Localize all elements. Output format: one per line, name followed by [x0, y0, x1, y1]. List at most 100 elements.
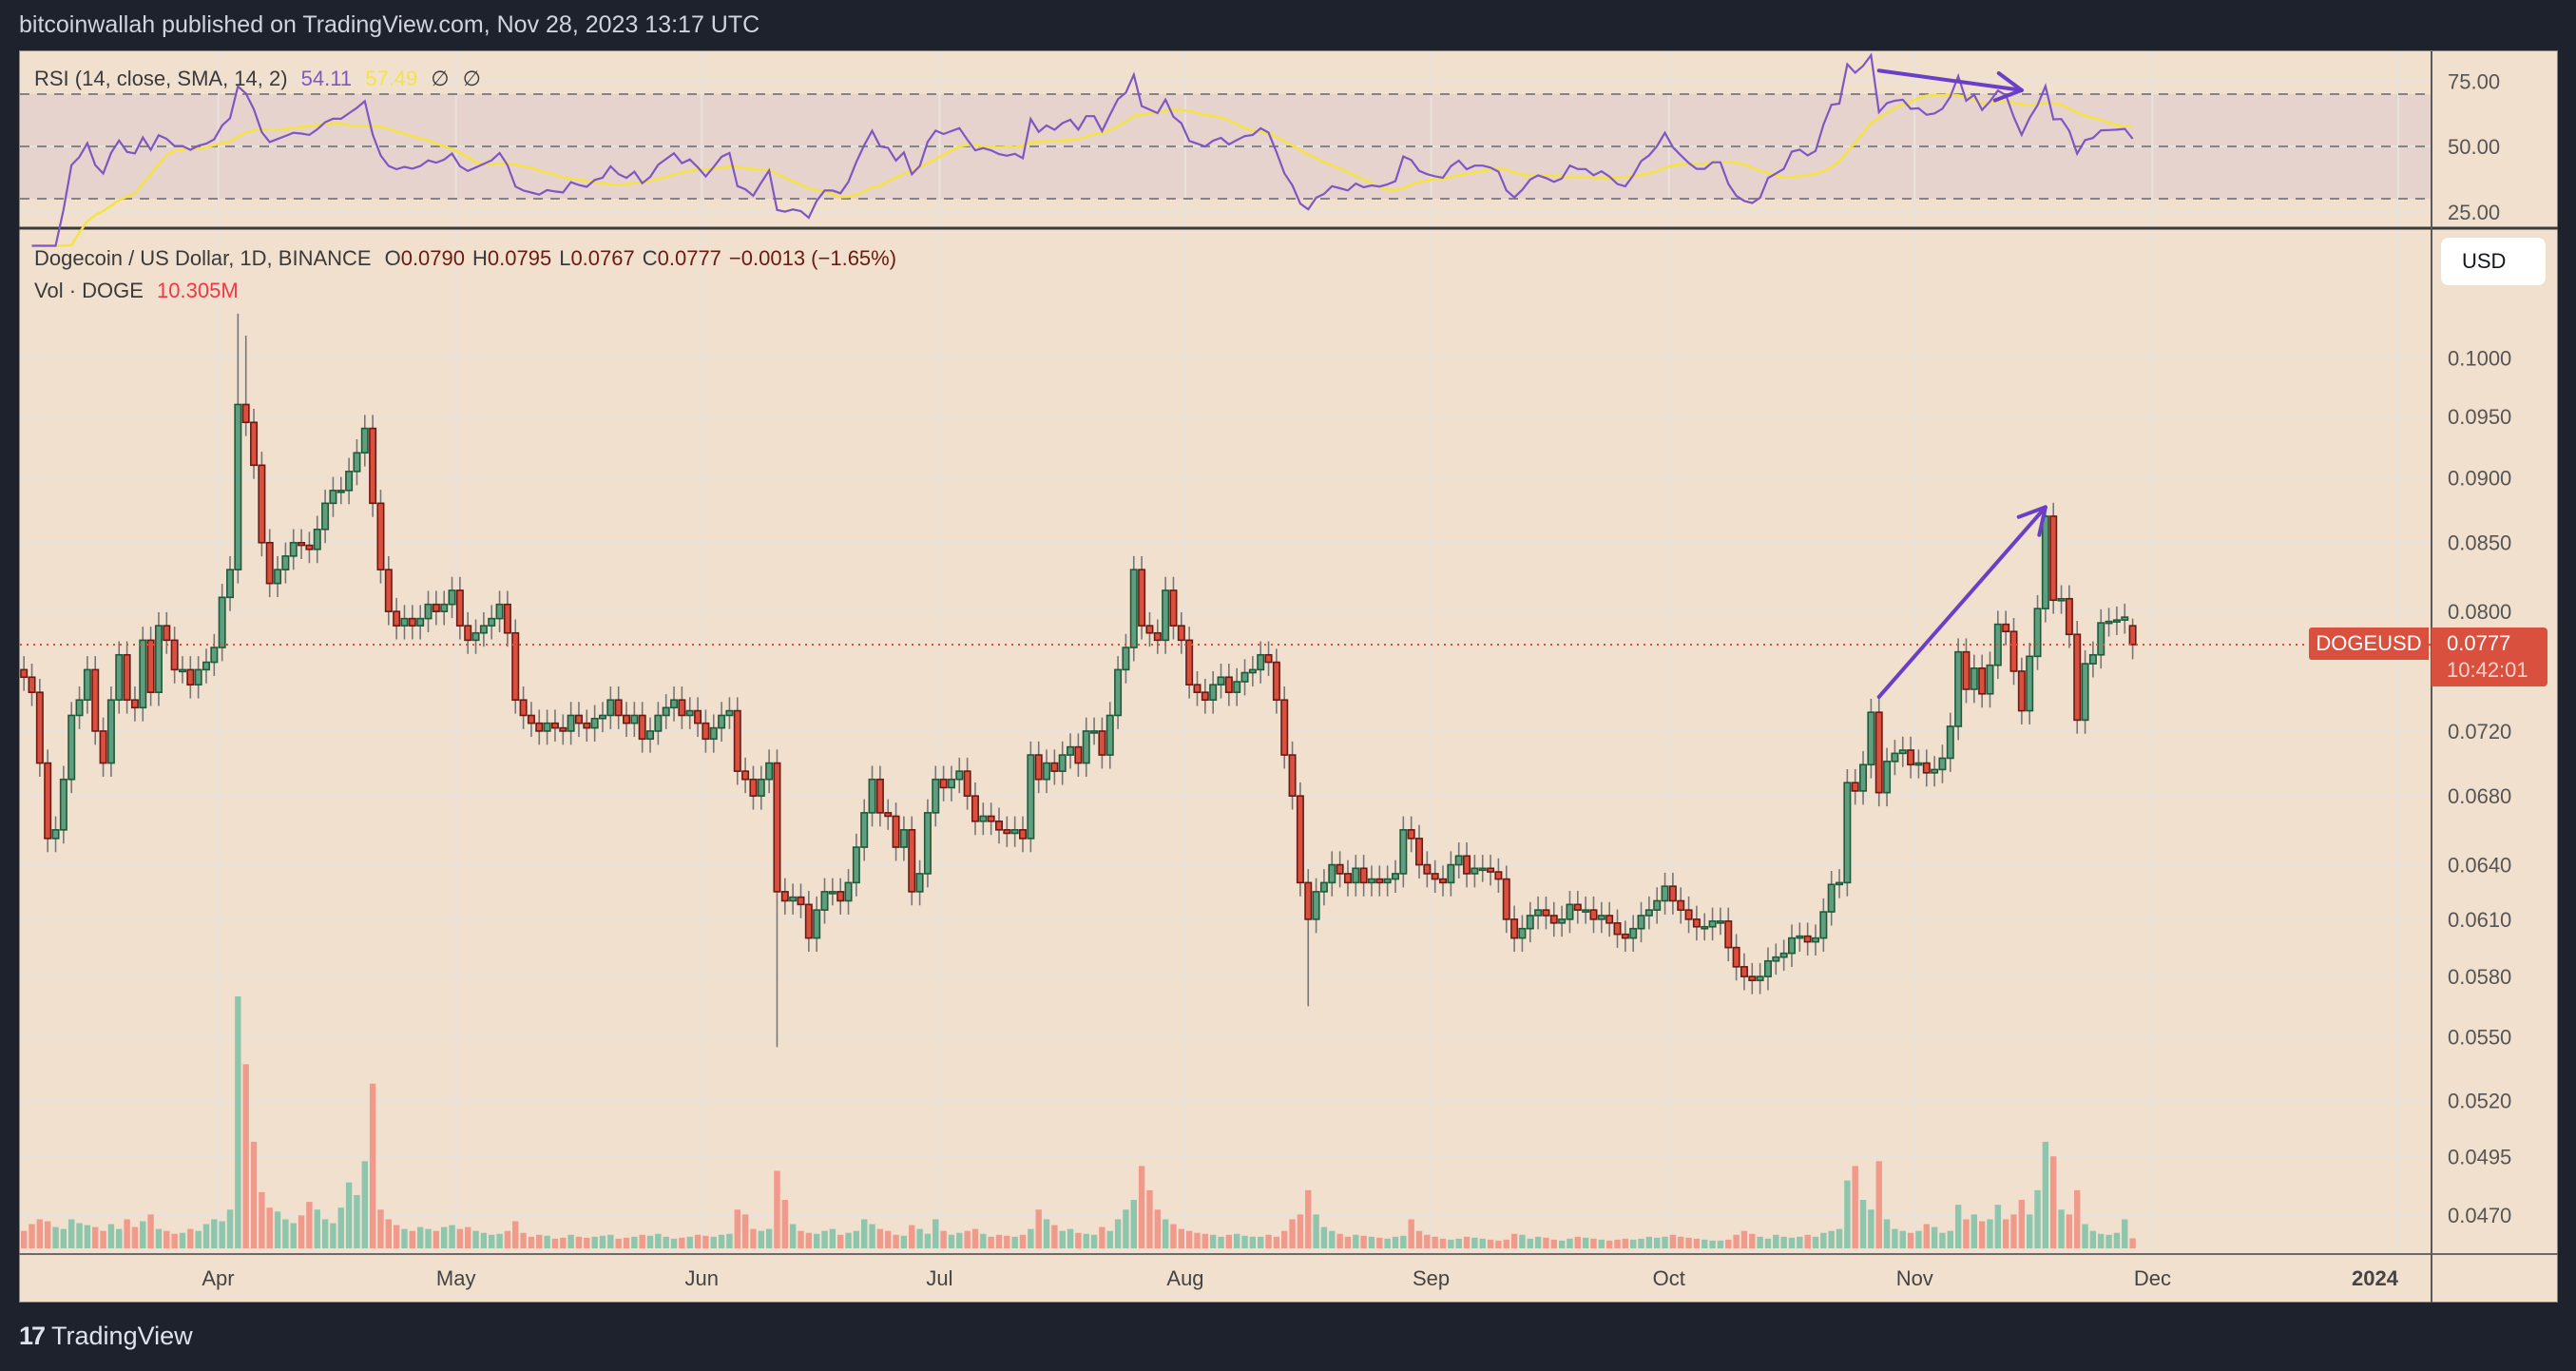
candle	[1129, 555, 1138, 662]
volume-bar	[393, 1225, 400, 1248]
candle-body	[598, 714, 606, 720]
candle-body	[1748, 975, 1757, 982]
volume-bar	[861, 1219, 868, 1248]
candle	[1233, 667, 1241, 706]
candle	[908, 816, 916, 906]
candle-body	[1257, 653, 1265, 671]
candle	[1145, 611, 1154, 647]
volume-bar	[1931, 1226, 1938, 1248]
candle	[836, 878, 845, 915]
volume-bar	[1146, 1189, 1153, 1248]
arrow-head	[1992, 87, 2024, 103]
volume-bar	[1582, 1237, 1589, 1248]
rsi-value: 54.11	[300, 67, 353, 90]
candle-body	[1193, 684, 1201, 693]
volume-bar	[1297, 1214, 1304, 1248]
candle	[51, 816, 60, 853]
volume-bar	[655, 1233, 662, 1248]
candle	[202, 648, 210, 684]
candle-body	[479, 625, 488, 634]
candle-body	[321, 502, 330, 531]
candle	[274, 555, 282, 598]
candle	[393, 597, 401, 640]
candle-body	[146, 639, 155, 693]
candle-body	[1787, 937, 1796, 955]
volume-bar	[1455, 1238, 1462, 1248]
volume-bar	[1099, 1226, 1105, 1248]
volume-bar	[2074, 1189, 2081, 1248]
volume-bar	[1598, 1239, 1605, 1248]
volume-bar	[1678, 1236, 1684, 1248]
volume-bar	[2113, 1232, 2121, 1248]
candle-body	[2088, 653, 2097, 665]
volume-bar	[584, 1237, 590, 1248]
candle	[1605, 901, 1614, 937]
volume-bar	[116, 1228, 123, 1248]
volume-bar	[480, 1232, 488, 1248]
candle	[1288, 741, 1297, 810]
tradingview-footer[interactable]: 17 TradingView	[19, 1322, 193, 1351]
chart-panel[interactable]	[19, 50, 2558, 1303]
candle-body	[1359, 867, 1368, 884]
volume-bar	[1685, 1237, 1692, 1248]
candle	[1447, 851, 1455, 897]
candle	[702, 709, 710, 753]
candle	[1177, 611, 1185, 654]
currency-button[interactable]: USD	[2441, 238, 2546, 285]
candle-body	[1431, 873, 1439, 880]
candle	[2121, 603, 2129, 634]
candle-body	[440, 603, 449, 612]
volume-bar	[1201, 1233, 1209, 1248]
candle	[757, 765, 765, 810]
candle	[226, 555, 235, 611]
candle	[1019, 816, 1028, 853]
volume-bar	[1709, 1240, 1716, 1248]
volume-bar	[1424, 1234, 1431, 1248]
volume-bar	[250, 1141, 258, 1248]
symbol-title[interactable]: Dogecoin / US Dollar, 1D, BINANCE	[34, 246, 372, 270]
candle-body	[1605, 915, 1614, 924]
candle-body	[376, 502, 385, 570]
candle-body	[2002, 623, 2010, 633]
candle-body	[574, 714, 583, 724]
candle-body	[1613, 922, 1622, 936]
volume-bar	[1035, 1209, 1042, 1248]
candle	[369, 415, 377, 517]
candle	[606, 686, 615, 729]
candle	[1644, 896, 1653, 930]
price-change: −0.0013 (−1.65%)	[728, 246, 897, 270]
candle-body	[519, 699, 528, 717]
candle-body	[1407, 829, 1415, 840]
candle	[1138, 555, 1146, 640]
volume-bar	[663, 1236, 669, 1248]
volume-bar	[1828, 1230, 1835, 1248]
candle-body	[1114, 668, 1123, 717]
candle	[115, 641, 124, 714]
candle-body	[1867, 711, 1875, 766]
candle	[1043, 749, 1051, 794]
volume-bar	[876, 1228, 884, 1248]
candle-body	[1684, 909, 1693, 920]
volume-bar	[1836, 1228, 1843, 1248]
candle-body	[1019, 829, 1028, 840]
candle-body	[1383, 878, 1392, 884]
volume-bar	[813, 1233, 820, 1248]
candle-body	[1653, 899, 1662, 911]
candle	[1661, 872, 1669, 915]
hidden-value-icon[interactable]: ∅	[462, 67, 481, 90]
candle-body	[780, 891, 789, 902]
volume-bar	[1178, 1228, 1185, 1248]
candle-body	[154, 625, 163, 693]
volume-bar	[1868, 1209, 1874, 1248]
candle-body	[1644, 909, 1653, 917]
volume-bar	[869, 1224, 875, 1248]
volume-bar	[702, 1235, 709, 1248]
candle-body	[1986, 664, 1994, 695]
candle-body	[2017, 670, 2026, 712]
hidden-value-icon[interactable]: ∅	[431, 67, 450, 90]
volume-bar	[2002, 1219, 2009, 1248]
volume-bar	[2026, 1214, 2033, 1248]
candle	[2017, 657, 2026, 724]
price-axis-label: 0.0470	[2448, 1204, 2511, 1227]
